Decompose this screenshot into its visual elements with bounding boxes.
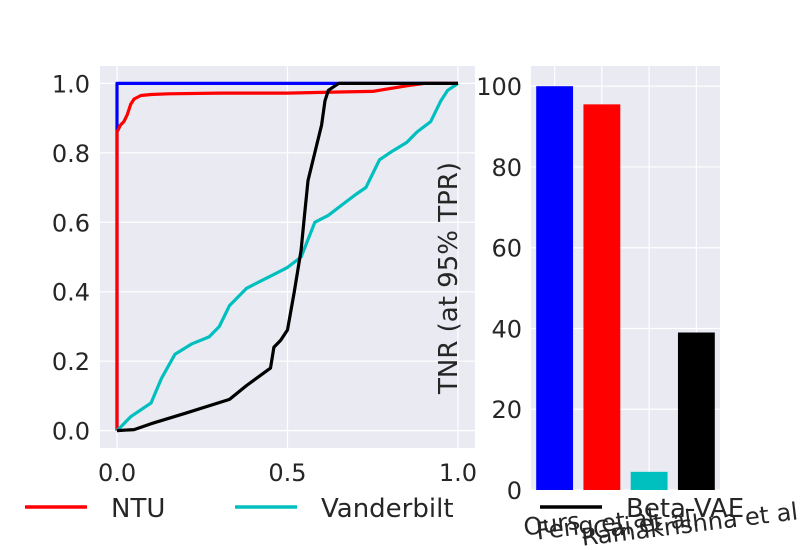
line-chart-series [115, 81, 459, 433]
legend-label: Beta-VAE [626, 494, 744, 524]
roc-line-chart: 0.0 0.5 1.0 0.0 0.2 0.4 0.6 0.8 1.0 [52, 66, 477, 487]
y-tick-label: 100 [476, 73, 522, 101]
bar-0 [536, 86, 574, 490]
legend-label: NTU [111, 494, 165, 524]
x-tick-label: Ours [522, 507, 581, 542]
y-tick-label: 20 [491, 396, 522, 424]
bar-chart-y-ticks: 0 20 40 60 80 100 [476, 73, 522, 505]
x-tick-label: 1.0 [439, 459, 477, 487]
y-tick-label: 0.0 [52, 418, 90, 446]
y-tick-label: 0.6 [52, 209, 90, 237]
line-chart-y-ticks: 0.0 0.2 0.4 0.6 0.8 1.0 [52, 70, 90, 445]
legend: NTU Vanderbilt Beta-VAE [25, 494, 744, 524]
x-tick-label: 0.0 [98, 459, 136, 487]
y-tick-label: 40 [491, 315, 522, 343]
line-chart-x-ticks: 0.0 0.5 1.0 [98, 459, 477, 487]
y-tick-label: 0.8 [52, 140, 90, 168]
series-line-3 [116, 81, 458, 433]
y-tick-label: 80 [491, 154, 522, 182]
y-tick-label: 0.2 [52, 348, 90, 376]
y-tick-label: 0 [507, 477, 522, 505]
series-line-1 [115, 81, 458, 431]
legend-label: Vanderbilt [321, 494, 454, 524]
bar-3 [677, 332, 715, 490]
y-tick-label: 60 [491, 235, 522, 263]
bar-chart-y-axis-label: TNR (at 95% TPR) [434, 162, 464, 395]
bar-1 [583, 104, 621, 490]
x-tick-label: 0.5 [268, 459, 306, 487]
series-line-2 [115, 82, 459, 432]
y-tick-label: 0.4 [52, 279, 90, 307]
y-tick-label: 1.0 [52, 70, 90, 98]
bar-2 [630, 471, 668, 490]
bar-chart-bars [536, 86, 715, 490]
